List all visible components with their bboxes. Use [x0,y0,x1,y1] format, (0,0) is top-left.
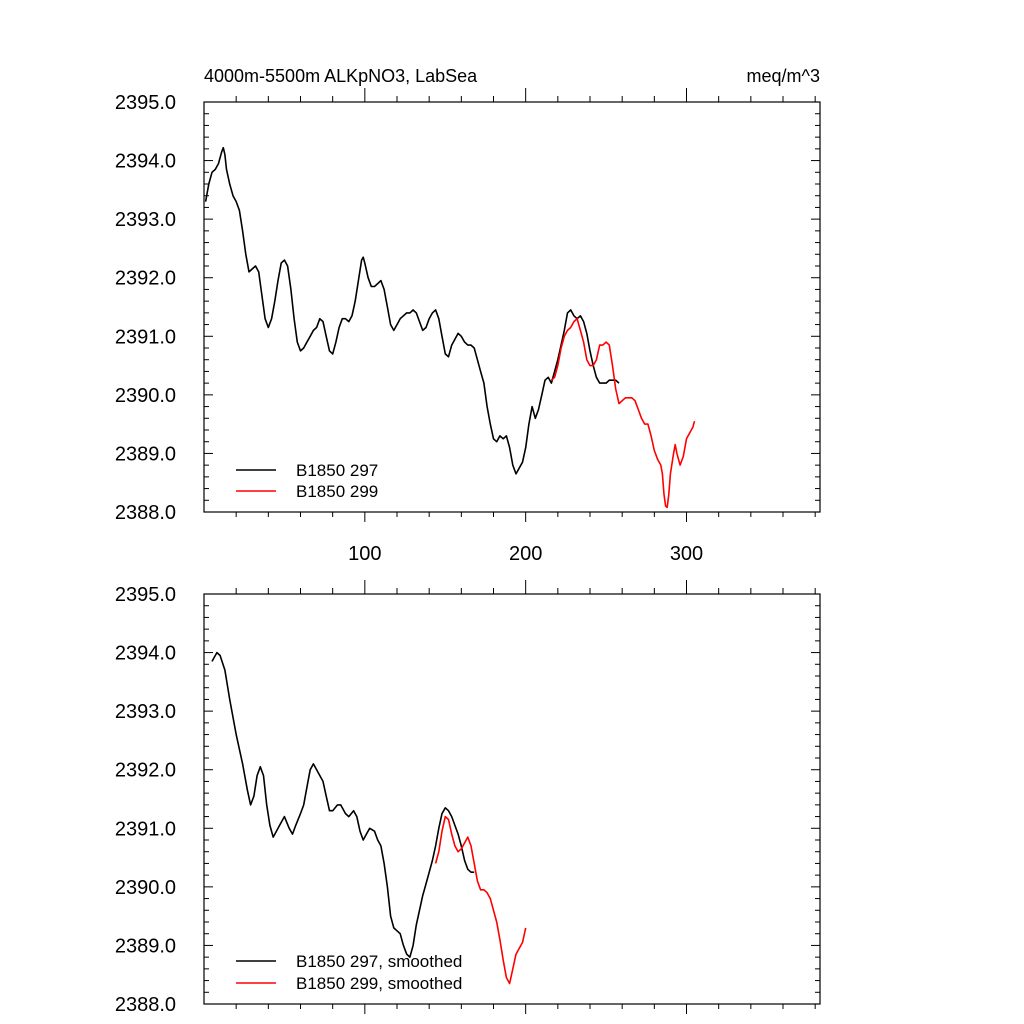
legend-label-b1850-299-smoothed: B1850 299, smoothed [296,974,462,993]
legend-label-b1850-299: B1850 299 [296,482,378,501]
y-tick-label: 2394.0 [115,643,176,665]
y-tick-label: 2388.0 [115,994,176,1016]
bottom-plot-lines [211,651,527,985]
y-tick-label: 2392.0 [115,760,176,782]
chart-title: 4000m-5500m ALKpNO3, LabSea [204,66,478,86]
x-tick-label: 100 [348,543,381,565]
bottom-panel: 2388.0 2389.0 2390.0 2391.0 2392.0 2393.0 2394… [115,580,821,1016]
legend-label-b1850-297: B1850 297 [296,461,378,480]
series-line-b1850-297-smoothed [211,651,475,958]
bottom-plot-frame [203,593,821,1005]
y-tick-label: 2391.0 [115,818,176,840]
bottom-axis-ticks: 2388.0 2389.0 2390.0 2391.0 2392.0 2393.0 2394… [115,580,820,1016]
y-tick-label: 2391.0 [115,326,176,348]
y-tick-label: 2392.0 [115,268,176,290]
x-tick-label: 300 [670,543,703,565]
series-line-b1850-297 [204,146,620,475]
chart-units: meq/m^3 [747,66,820,86]
legend-label-b1850-297-smoothed: B1850 297, smoothed [296,952,462,971]
series-line-b1850-299 [550,317,696,509]
y-tick-label: 2393.0 [115,209,176,231]
y-tick-label: 2390.0 [115,877,176,899]
y-tick-label: 2395.0 [115,92,176,114]
series-line-b1850-299-smoothed [434,815,527,985]
bottom-legend: B1850 297, smoothed B1850 299, smoothed [236,952,462,993]
y-tick-label: 2389.0 [115,935,176,957]
y-tick-label: 2395.0 [115,584,176,606]
y-tick-label: 2389.0 [115,443,176,465]
y-tick-label: 2388.0 [115,502,176,524]
y-tick-label: 2394.0 [115,151,176,173]
top-legend: B1850 297 B1850 299 [236,461,378,501]
top-plot-lines [204,146,696,509]
x-tick-label: 200 [509,543,542,565]
top-axis-ticks: 2388.0 2389.0 2390.0 2391.0 2392.0 2393.0 2394… [115,88,820,565]
y-tick-label: 2390.0 [115,385,176,407]
y-tick-label: 2393.0 [115,701,176,723]
top-plot-frame [203,101,821,513]
top-panel: 4000m-5500m ALKpNO3, LabSea meq/m^3 2388… [115,66,821,565]
